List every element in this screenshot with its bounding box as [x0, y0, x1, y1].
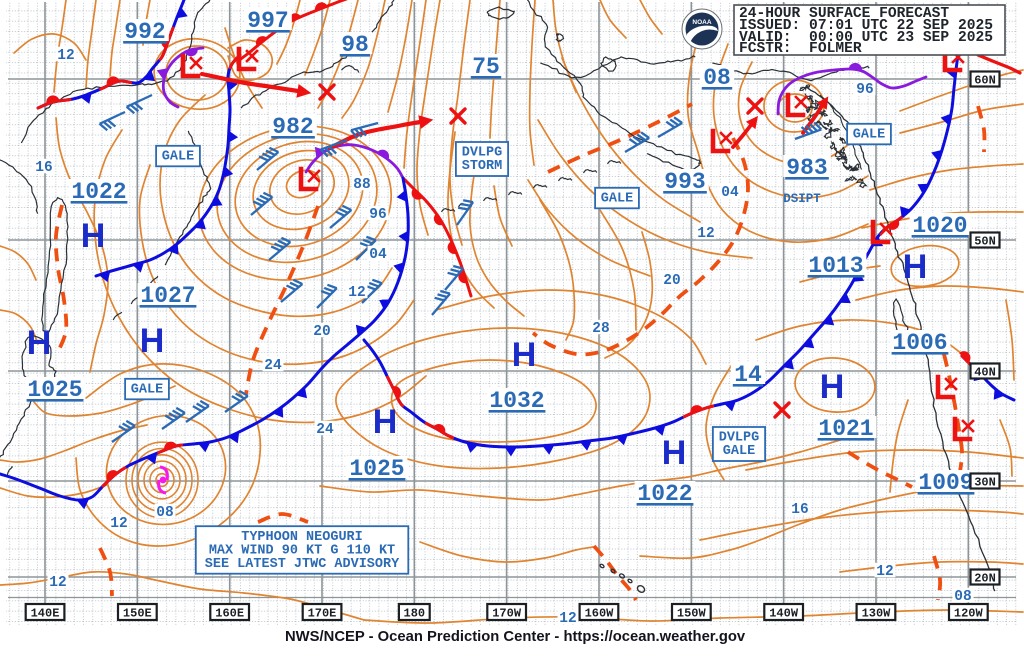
svg-text:170E: 170E [308, 606, 337, 620]
svg-text:NOAA: NOAA [692, 19, 711, 26]
svg-text:FCSTR: FOLMER: FCSTR: FOLMER [739, 41, 862, 57]
svg-text:150W: 150W [677, 606, 707, 620]
svg-text:140W: 140W [769, 606, 799, 620]
svg-text:992: 992 [124, 19, 165, 45]
svg-text:24: 24 [316, 422, 334, 438]
svg-text:12: 12 [876, 564, 893, 580]
svg-text:12: 12 [49, 575, 66, 591]
svg-text:08: 08 [156, 505, 173, 521]
svg-text:GALE: GALE [162, 149, 194, 164]
svg-text:16: 16 [35, 160, 52, 176]
svg-text:ISSUED: 07:01 UTC 22 SEP 2025: ISSUED: 07:01 UTC 22 SEP 2025 [739, 18, 993, 34]
svg-text:40N: 40N [974, 365, 996, 379]
svg-text:08: 08 [703, 65, 731, 91]
svg-text:GALE: GALE [723, 444, 755, 459]
svg-text:997: 997 [247, 8, 288, 34]
svg-text:24: 24 [264, 358, 282, 374]
svg-text:SEE LATEST JTWC ADVISORY: SEE LATEST JTWC ADVISORY [205, 557, 400, 572]
svg-text:H: H [81, 217, 106, 255]
svg-text:1009: 1009 [918, 470, 973, 496]
svg-text:12: 12 [57, 48, 74, 64]
svg-text:1022: 1022 [71, 179, 126, 205]
svg-text:16: 16 [791, 502, 808, 518]
svg-text:04: 04 [721, 185, 739, 201]
svg-text:08: 08 [954, 589, 971, 605]
svg-text:28: 28 [592, 321, 609, 337]
svg-text:98: 98 [341, 32, 369, 58]
svg-text:NWS/NCEP - Ocean Prediction Ce: NWS/NCEP - Ocean Prediction Center - htt… [285, 629, 746, 645]
svg-text:20: 20 [313, 324, 330, 340]
svg-text:160E: 160E [215, 606, 244, 620]
svg-text:H: H [27, 324, 52, 362]
svg-text:1032: 1032 [489, 388, 544, 414]
svg-text:TYPHOON NEOGURI: TYPHOON NEOGURI [241, 530, 363, 545]
svg-text:130W: 130W [862, 606, 892, 620]
svg-text:MAX WIND 90 KT G 110 KT: MAX WIND 90 KT G 110 KT [209, 543, 395, 558]
svg-text:1025: 1025 [27, 377, 82, 403]
svg-text:1022: 1022 [637, 481, 692, 507]
svg-text:VALID: 00:00 UTC 23 SEP 2025: VALID: 00:00 UTC 23 SEP 2025 [739, 30, 993, 46]
svg-text:DSIPT: DSIPT [783, 192, 821, 206]
svg-text:GALE: GALE [853, 127, 885, 142]
svg-text:993: 993 [664, 169, 705, 195]
svg-text:GALE: GALE [131, 382, 163, 397]
svg-text:12: 12 [559, 611, 576, 627]
svg-text:H: H [820, 368, 845, 406]
svg-text:96: 96 [369, 207, 386, 223]
svg-text:H: H [373, 403, 398, 441]
svg-text:170W: 170W [492, 606, 522, 620]
svg-text:1020: 1020 [912, 213, 967, 239]
svg-text:88: 88 [353, 177, 370, 193]
svg-text:12: 12 [110, 516, 127, 532]
svg-text:GALE: GALE [601, 191, 633, 206]
svg-text:140E: 140E [31, 606, 60, 620]
svg-text:STORM: STORM [462, 159, 503, 174]
svg-text:983: 983 [786, 155, 827, 181]
svg-text:180: 180 [404, 606, 426, 620]
svg-text:20N: 20N [974, 571, 996, 585]
svg-text:1025: 1025 [349, 456, 404, 482]
svg-text:04: 04 [369, 247, 387, 263]
svg-text:1006: 1006 [892, 330, 947, 356]
svg-text:30N: 30N [974, 475, 996, 489]
svg-text:50N: 50N [974, 234, 996, 248]
svg-text:160W: 160W [585, 606, 615, 620]
svg-text:DVLPG: DVLPG [719, 431, 760, 446]
svg-text:1027: 1027 [140, 283, 195, 309]
svg-text:DVLPG: DVLPG [462, 146, 503, 161]
svg-text:H: H [662, 434, 687, 472]
svg-text:24-HOUR SURFACE FORECAST: 24-HOUR SURFACE FORECAST [739, 6, 949, 22]
svg-text:1013: 1013 [808, 253, 863, 279]
svg-text:982: 982 [272, 114, 313, 140]
svg-text:96: 96 [856, 82, 873, 98]
svg-text:60N: 60N [974, 73, 996, 87]
svg-text:1021: 1021 [818, 416, 873, 442]
svg-text:20: 20 [663, 273, 680, 289]
svg-text:12: 12 [348, 285, 365, 301]
svg-text:H: H [512, 336, 537, 374]
svg-text:150E: 150E [123, 606, 152, 620]
svg-text:12: 12 [697, 226, 714, 242]
svg-text:120W: 120W [954, 606, 984, 620]
svg-text:H: H [903, 248, 928, 286]
svg-text:14: 14 [734, 362, 762, 388]
svg-text:75: 75 [472, 54, 500, 80]
svg-text:H: H [140, 322, 165, 360]
